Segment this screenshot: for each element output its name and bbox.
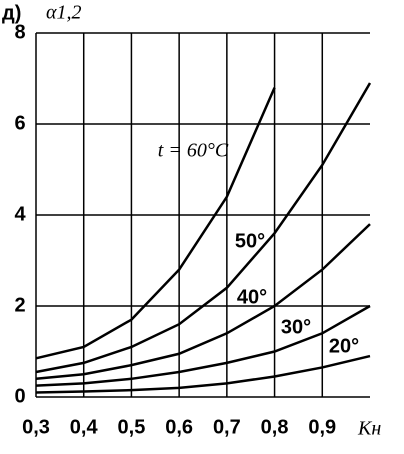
x-tick-label: 0,5 [118,416,146,438]
x-tick-label: 0,9 [308,416,336,438]
series-label: t = 60°C [158,140,229,162]
series-label: 20° [329,335,359,357]
series-label: 50° [235,230,265,252]
y-tick-label: 2 [14,294,25,316]
line-series [35,87,276,360]
chart-title: д) [2,2,21,24]
line-series [35,304,371,387]
line-series [35,223,371,381]
series-label: 30° [281,316,311,338]
x-tick-label: 0,7 [213,416,241,438]
series-label: 40° [237,286,267,308]
y-tick-label: 8 [14,21,25,43]
x-tick-label: 0,6 [165,416,193,438]
x-tick-label: 0,8 [261,416,289,438]
y-tick-label: 6 [14,112,25,134]
x-axis-label: Kн [357,418,381,440]
y-axis-label: α1,2 [46,2,82,24]
x-tick-label: 0,4 [70,416,99,438]
line-series [35,82,372,374]
x-tick-label: 0,3 [22,416,50,438]
y-tick-label: 0 [14,385,25,407]
line-series [35,354,371,394]
y-tick-label: 4 [14,203,26,225]
